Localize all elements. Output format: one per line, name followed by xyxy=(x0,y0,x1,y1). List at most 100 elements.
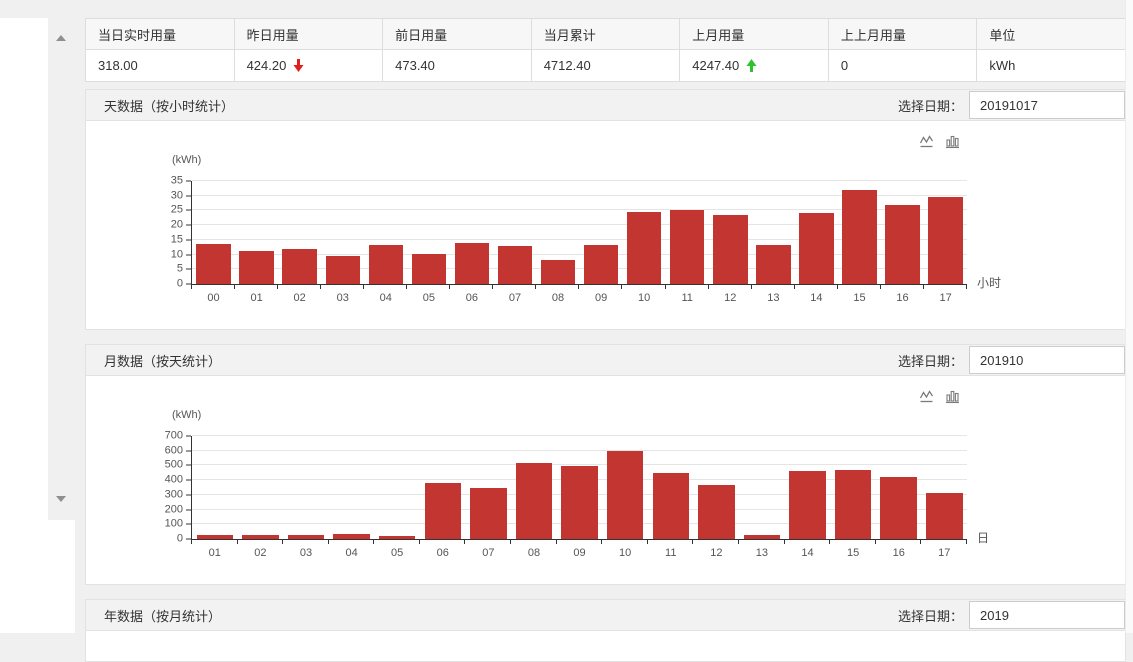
x-axis-tick-label: 10 xyxy=(638,292,651,304)
bar-slot xyxy=(537,181,580,284)
x-axis-tick xyxy=(879,284,881,289)
y-axis-tick xyxy=(186,494,191,496)
y-axis-tick-label: 5 xyxy=(176,262,183,275)
bar-slot xyxy=(752,181,795,284)
table-header-cell: 上月用量 xyxy=(679,18,829,50)
value-text: kWh xyxy=(989,58,1016,73)
x-axis-tick xyxy=(555,539,557,544)
scroll-down-icon[interactable] xyxy=(56,496,66,502)
bar-slot xyxy=(830,436,876,539)
bar-16 xyxy=(880,477,917,539)
y-axis-tick-label: 15 xyxy=(170,233,183,246)
table-header-row: 当日实时用量 昨日用量 前日用量 当月累计 上月用量 上上月用量 单位 xyxy=(85,18,1126,50)
date-input-year[interactable] xyxy=(969,601,1125,629)
bar-slot xyxy=(283,436,329,539)
bar-14 xyxy=(799,213,834,284)
table-row: 318.00 424.20 473.40 4712.40 4247.40 0 kWh xyxy=(85,49,1126,82)
bars-layer xyxy=(192,181,967,284)
toggle-bar-button[interactable] xyxy=(945,134,961,150)
section-month-data: 月数据（按天统计） 选择日期： xyxy=(85,344,1126,585)
x-axis-tick xyxy=(707,284,709,289)
x-axis-tick-label: 15 xyxy=(853,292,866,304)
x-axis-labels: 00 01 02 03 04 05 06 07 08 09 10 11 12 13 14 15 16 17 xyxy=(192,292,967,304)
x-axis-tick xyxy=(277,284,279,289)
x-axis-tick-label: 11 xyxy=(665,547,677,559)
bar-slot xyxy=(623,181,666,284)
x-axis-tick-label: 17 xyxy=(939,292,952,304)
bar-13 xyxy=(743,535,781,539)
date-picker: 选择日期： xyxy=(898,90,1125,120)
y-axis-tick xyxy=(186,450,191,452)
y-axis-tick-label: 10 xyxy=(170,248,183,261)
x-axis-tick-label: 16 xyxy=(896,292,909,304)
value-text: 0 xyxy=(840,58,849,73)
x-axis-tick xyxy=(327,539,329,544)
bar-12 xyxy=(698,485,735,539)
page-scrollbar[interactable] xyxy=(1125,0,1133,633)
y-axis-tick xyxy=(186,209,191,211)
x-axis-tick xyxy=(664,284,666,289)
table-header-cell: 上上月用量 xyxy=(827,18,978,50)
left-scrollbar[interactable] xyxy=(48,18,75,520)
bar-slot xyxy=(321,181,364,284)
y-axis-tick xyxy=(186,180,191,182)
x-axis-tick-label: 02 xyxy=(293,292,306,304)
bar-slot xyxy=(785,436,831,539)
bar-10 xyxy=(626,211,662,284)
bar-slot xyxy=(557,436,603,539)
bar-06 xyxy=(454,243,490,284)
section-day-data: 天数据（按小时统计） 选择日期： xyxy=(85,89,1126,330)
x-axis-tick-label: 01 xyxy=(208,547,221,559)
y-axis-tick xyxy=(186,479,191,481)
section-header: 年数据（按月统计） 选择日期： xyxy=(85,599,1126,631)
x-axis-tick-label: 17 xyxy=(938,547,951,559)
x-axis-tick xyxy=(492,284,494,289)
table-cell: 424.20 xyxy=(233,49,384,82)
bar-slot xyxy=(511,436,557,539)
y-axis-tick xyxy=(186,538,191,540)
date-input-day[interactable] xyxy=(969,91,1125,119)
bar-slot xyxy=(329,436,375,539)
gridline xyxy=(192,180,967,181)
toggle-line-button[interactable] xyxy=(919,134,935,150)
bar-04 xyxy=(333,533,370,539)
x-axis-tick xyxy=(510,539,512,544)
gridline xyxy=(192,224,967,226)
bar-slot xyxy=(192,181,235,284)
daily-usage-chart: (kWh) 0 100 200 300 400 500 600 700 01 02 03 04 05 06… xyxy=(85,376,1126,585)
toggle-bar-button[interactable] xyxy=(945,389,961,405)
value-text: 473.40 xyxy=(395,58,435,73)
bar-slot xyxy=(795,181,838,284)
y-axis-tick-label: 35 xyxy=(170,174,183,187)
x-axis-tick-label: 03 xyxy=(336,292,349,304)
x-axis-tick xyxy=(646,539,648,544)
scroll-up-icon[interactable] xyxy=(56,35,66,41)
plot-area: 0 5 10 15 20 25 30 35 00 01 02 03 04 05 06 07 08 09 10 11 12… xyxy=(171,175,1001,304)
x-axis-tick xyxy=(320,284,322,289)
x-axis-tick-label: 01 xyxy=(250,292,263,304)
section-header: 月数据（按天统计） 选择日期： xyxy=(85,344,1126,376)
bar-slot xyxy=(881,181,924,284)
y-axis-tick xyxy=(186,435,191,437)
x-axis-tick xyxy=(406,284,408,289)
x-axis-tick xyxy=(920,539,922,544)
cell-value: 0 xyxy=(841,58,848,73)
bar-02 xyxy=(242,535,279,539)
bar-slot xyxy=(924,181,967,284)
left-panel xyxy=(0,18,75,633)
table-cell: 473.40 xyxy=(382,49,532,82)
bar-15 xyxy=(842,190,877,284)
bar-slot xyxy=(420,436,466,539)
bar-slot xyxy=(838,181,881,284)
y-axis-tick-label: 300 xyxy=(164,488,183,501)
x-axis-name: 小时 xyxy=(977,276,1002,290)
gridline xyxy=(192,253,967,255)
date-input-month[interactable] xyxy=(969,346,1125,374)
y-axis-tick-label: 20 xyxy=(170,218,183,231)
x-axis-tick-label: 04 xyxy=(345,547,358,559)
monthly-usage-chart xyxy=(85,631,1126,662)
x-axis-tick xyxy=(234,284,236,289)
x-axis-tick xyxy=(373,539,375,544)
toggle-line-button[interactable] xyxy=(919,389,935,405)
x-axis-tick-label: 15 xyxy=(846,547,860,559)
